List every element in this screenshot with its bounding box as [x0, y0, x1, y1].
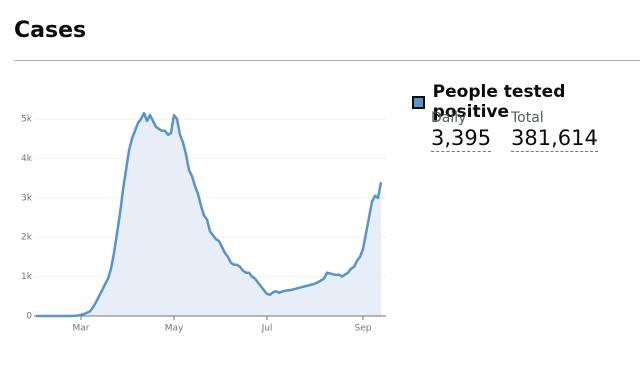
legend-entry: People tested positive [412, 82, 640, 122]
x-tick-label: Mar [73, 324, 90, 334]
stat-value: 381,614 [511, 126, 598, 152]
y-tick-label: 0 [26, 312, 32, 322]
y-tick-label: 2k [21, 233, 33, 243]
y-tick-label: 5k [21, 115, 33, 125]
divider [14, 60, 640, 61]
card-title: Cases [14, 18, 87, 43]
x-tick-label: Sep [355, 324, 372, 334]
stat-label: Total [511, 110, 544, 126]
summary-panel: People tested positive Daily 3,395 Total… [412, 82, 640, 152]
chart: 0 1k 2k 3k 4k 5k Mar May Jul Sep [21, 111, 386, 334]
y-tick-label: 3k [21, 193, 33, 203]
total-stat: Total 381,614 [511, 110, 598, 152]
legend-label: People tested positive [432, 82, 566, 122]
x-tick-label: May [165, 324, 184, 334]
stat-label: Daily [431, 110, 467, 126]
daily-stat: Daily 3,395 [431, 110, 492, 152]
y-tick-label: 4k [21, 154, 33, 164]
stat-value: 3,395 [431, 126, 492, 152]
legend-swatch [412, 95, 425, 109]
line [36, 111, 383, 318]
y-tick-label: 1k [21, 272, 33, 282]
x-tick-label: Jul [261, 324, 273, 334]
area [36, 113, 381, 316]
